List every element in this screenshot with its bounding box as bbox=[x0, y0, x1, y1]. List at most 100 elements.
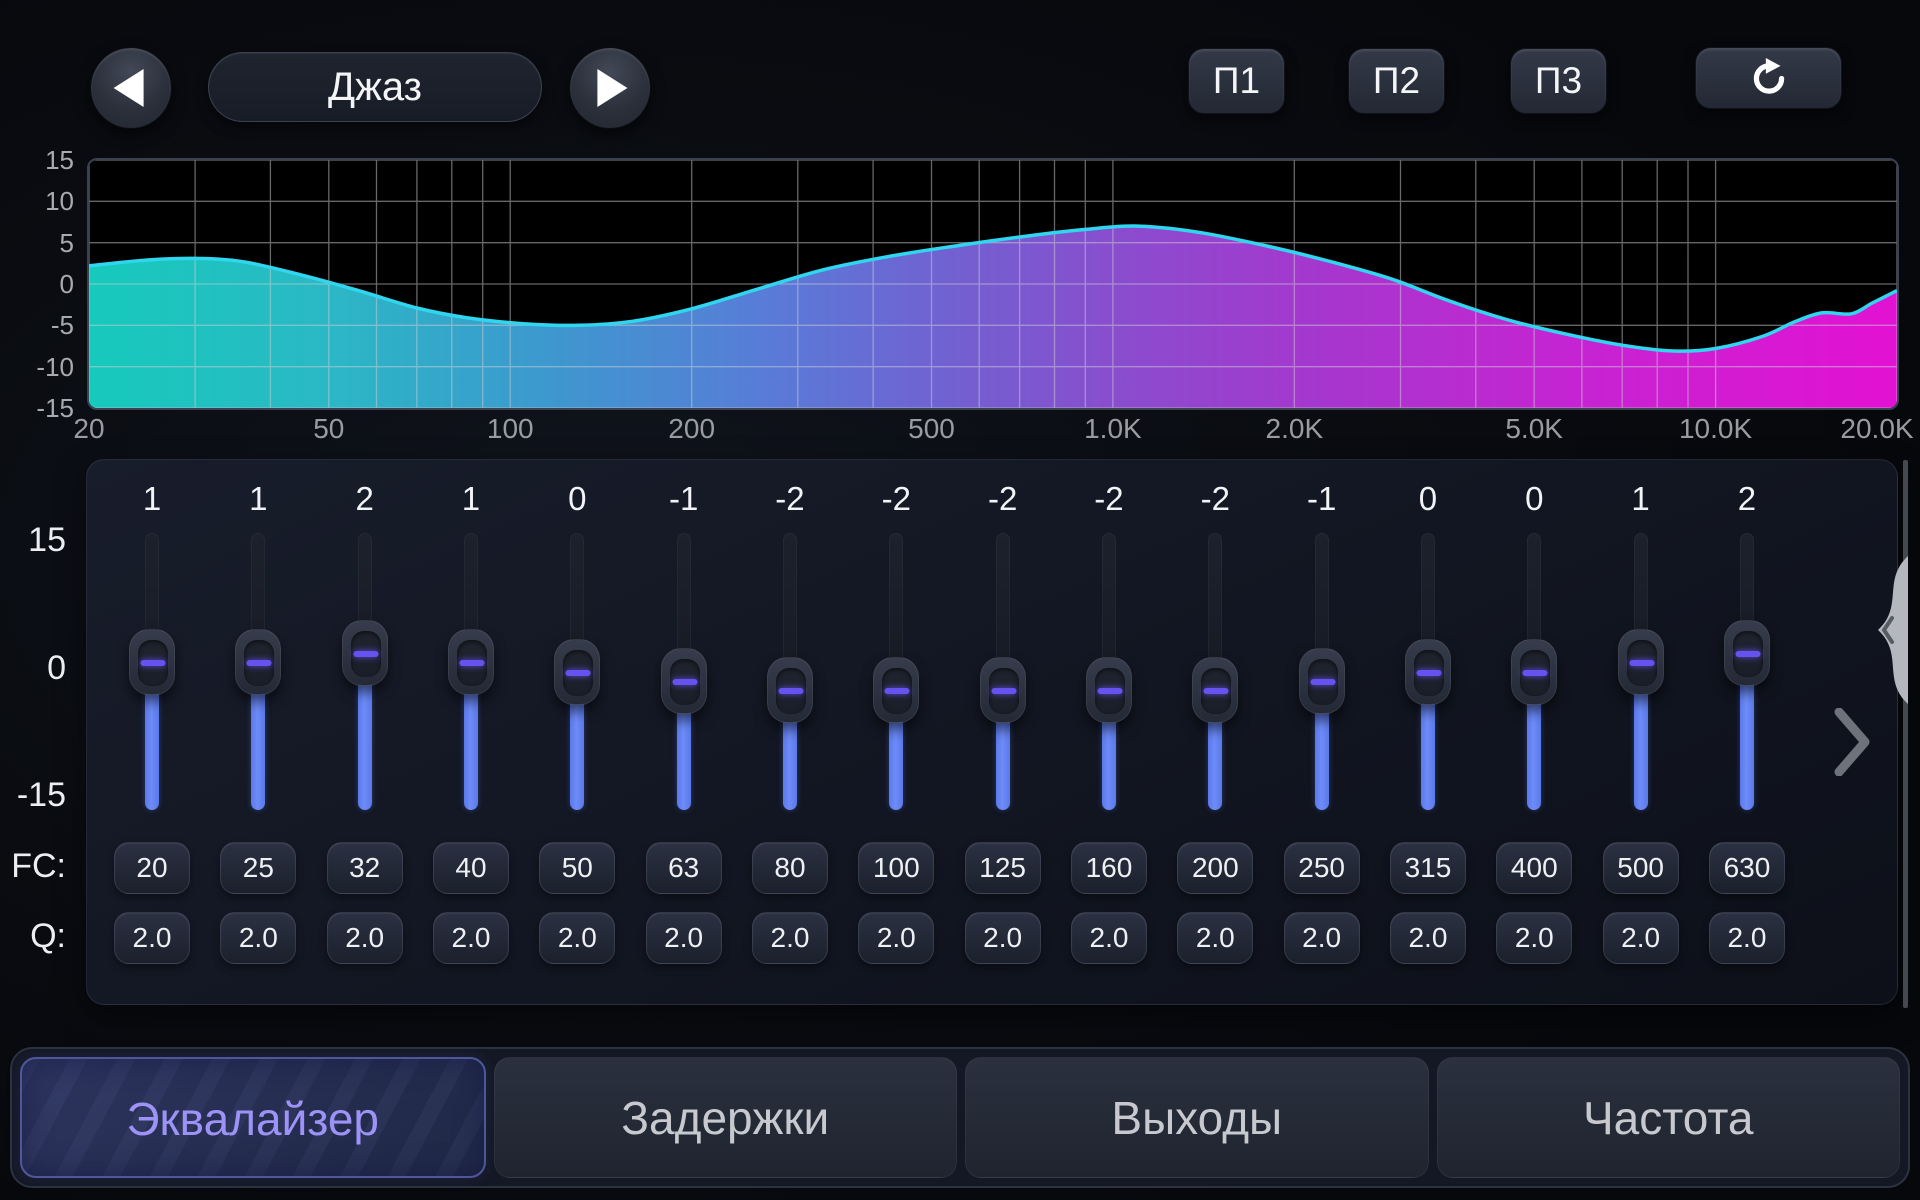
band-fc-value[interactable]: 160 bbox=[1070, 842, 1147, 894]
db-tick-label: -5 bbox=[50, 310, 74, 341]
slider-thumb[interactable] bbox=[129, 629, 175, 696]
band-q-value[interactable]: 2.0 bbox=[1708, 912, 1785, 964]
tab-delays[interactable]: Задержки bbox=[493, 1057, 957, 1178]
slider-thumb[interactable] bbox=[1085, 657, 1132, 723]
band-q-value[interactable]: 2.0 bbox=[220, 912, 297, 964]
slider-fill bbox=[1739, 653, 1754, 810]
eq-curve bbox=[89, 224, 1897, 353]
band-fc-value[interactable]: 25 bbox=[220, 842, 297, 894]
thumb-dash-icon bbox=[140, 660, 166, 667]
slider-thumb[interactable] bbox=[1511, 638, 1558, 705]
band-q-value[interactable]: 2.0 bbox=[1602, 912, 1679, 964]
band-q-value[interactable]: 2.0 bbox=[1283, 912, 1360, 964]
band-gain-value: -2 bbox=[1094, 480, 1124, 517]
slider-thumb[interactable] bbox=[1192, 657, 1239, 723]
eq-band-500: 1 500 2.0 bbox=[1588, 472, 1694, 972]
tab-outputs[interactable]: Выходы bbox=[965, 1057, 1429, 1178]
band-q-value[interactable]: 2.0 bbox=[539, 912, 616, 964]
band-q-value[interactable]: 2.0 bbox=[964, 912, 1041, 964]
freq-tick-label: 500 bbox=[908, 413, 955, 444]
slider-fill bbox=[1633, 662, 1648, 810]
slider-thumb[interactable] bbox=[979, 657, 1026, 723]
thumb-dash-icon bbox=[1522, 669, 1548, 676]
freq-tick-label: 100 bbox=[486, 413, 534, 444]
band-fc-value[interactable]: 20 bbox=[114, 842, 190, 894]
slider-thumb[interactable] bbox=[235, 629, 282, 696]
reset-button[interactable] bbox=[1695, 47, 1842, 109]
band-fc-value[interactable]: 630 bbox=[1708, 842, 1785, 894]
thumb-inset bbox=[456, 640, 487, 687]
band-fc-value[interactable]: 500 bbox=[1602, 842, 1679, 894]
thumb-dash-icon bbox=[884, 688, 910, 694]
drawer-handle[interactable] bbox=[1862, 556, 1908, 704]
thumb-dash-icon bbox=[778, 688, 804, 694]
slider-fill bbox=[463, 662, 478, 810]
tab-equalizer[interactable]: Эквалайзер bbox=[20, 1057, 486, 1178]
thumb-inset bbox=[1201, 668, 1232, 714]
slider-thumb[interactable] bbox=[1723, 620, 1770, 686]
slider-thumb[interactable] bbox=[1298, 647, 1345, 714]
slider-fill bbox=[251, 662, 266, 810]
preset-next-button[interactable] bbox=[569, 47, 651, 129]
slider-thumb[interactable] bbox=[873, 657, 920, 723]
band-fc-value[interactable]: 125 bbox=[964, 842, 1041, 894]
slider-fill bbox=[357, 653, 372, 810]
tab-frequency[interactable]: Частота bbox=[1436, 1057, 1900, 1178]
preset-prev-button[interactable] bbox=[90, 47, 172, 129]
tab-label: Частота bbox=[1582, 1092, 1754, 1144]
thumb-dash-icon bbox=[353, 651, 379, 657]
eq-band-32: 2 32 2.0 bbox=[312, 472, 418, 972]
band-q-value[interactable]: 2.0 bbox=[1496, 912, 1573, 964]
eq-band-20: 1 20 2.0 bbox=[99, 472, 205, 972]
thumb-dash-icon bbox=[1097, 688, 1123, 694]
thumb-inset bbox=[1413, 649, 1444, 696]
band-fc-value[interactable]: 63 bbox=[645, 842, 722, 894]
thumb-inset bbox=[1307, 658, 1338, 705]
band-fc-value[interactable]: 400 bbox=[1496, 842, 1573, 894]
tab-label: Выходы bbox=[1111, 1092, 1283, 1144]
preset-selector[interactable]: Джаз bbox=[208, 52, 542, 122]
thumb-dash-icon bbox=[1629, 660, 1655, 667]
band-fc-value[interactable]: 200 bbox=[1177, 842, 1254, 894]
slider-thumb[interactable] bbox=[1617, 629, 1664, 696]
band-fc-value[interactable]: 40 bbox=[432, 842, 509, 894]
band-gain-value: -2 bbox=[775, 480, 805, 517]
band-gain-value: -2 bbox=[1200, 480, 1230, 517]
memory-button-p2[interactable]: П2 bbox=[1348, 48, 1445, 114]
memory-button-p3[interactable]: П3 bbox=[1510, 48, 1607, 114]
thumb-dash-icon bbox=[1735, 651, 1761, 657]
slider-thumb[interactable] bbox=[447, 629, 494, 696]
next-bands-chevron[interactable] bbox=[1834, 708, 1872, 776]
chevron-left-icon bbox=[1881, 616, 1894, 644]
band-q-value[interactable]: 2.0 bbox=[432, 912, 509, 964]
band-fc-value[interactable]: 250 bbox=[1283, 842, 1360, 894]
band-q-value[interactable]: 2.0 bbox=[326, 912, 403, 964]
band-gain-value: 1 bbox=[461, 480, 481, 517]
slider-thumb[interactable] bbox=[766, 657, 813, 723]
band-q-value[interactable]: 2.0 bbox=[751, 912, 828, 964]
band-q-value[interactable]: 2.0 bbox=[114, 912, 190, 964]
eq-band-160: -2 160 2.0 bbox=[1056, 472, 1162, 972]
eq-band-100: -2 100 2.0 bbox=[843, 472, 949, 972]
slider-thumb[interactable] bbox=[554, 638, 601, 705]
slider-thumb[interactable] bbox=[660, 647, 707, 714]
thumb-dash-icon bbox=[1310, 678, 1336, 685]
band-q-value[interactable]: 2.0 bbox=[1177, 912, 1254, 964]
band-q-value[interactable]: 2.0 bbox=[858, 912, 935, 964]
band-fc-value[interactable]: 32 bbox=[326, 842, 403, 894]
db-tick-label: 5 bbox=[59, 227, 74, 258]
band-fc-value[interactable]: 100 bbox=[858, 842, 935, 894]
band-fc-value[interactable]: 80 bbox=[751, 842, 828, 894]
slider-thumb[interactable] bbox=[341, 620, 388, 686]
tab-bar: Эквалайзер Задержки Выходы Частота bbox=[10, 1047, 1910, 1188]
memory-button-p1[interactable]: П1 bbox=[1188, 48, 1285, 114]
thumb-inset bbox=[244, 640, 275, 687]
band-q-value[interactable]: 2.0 bbox=[645, 912, 722, 964]
eq-band-400: 0 400 2.0 bbox=[1481, 472, 1587, 972]
slider-thumb[interactable] bbox=[1404, 638, 1451, 705]
eq-band-40: 1 40 2.0 bbox=[418, 472, 524, 972]
band-q-value[interactable]: 2.0 bbox=[1070, 912, 1147, 964]
band-fc-value[interactable]: 315 bbox=[1389, 842, 1466, 894]
band-q-value[interactable]: 2.0 bbox=[1389, 912, 1466, 964]
band-fc-value[interactable]: 50 bbox=[539, 842, 616, 894]
